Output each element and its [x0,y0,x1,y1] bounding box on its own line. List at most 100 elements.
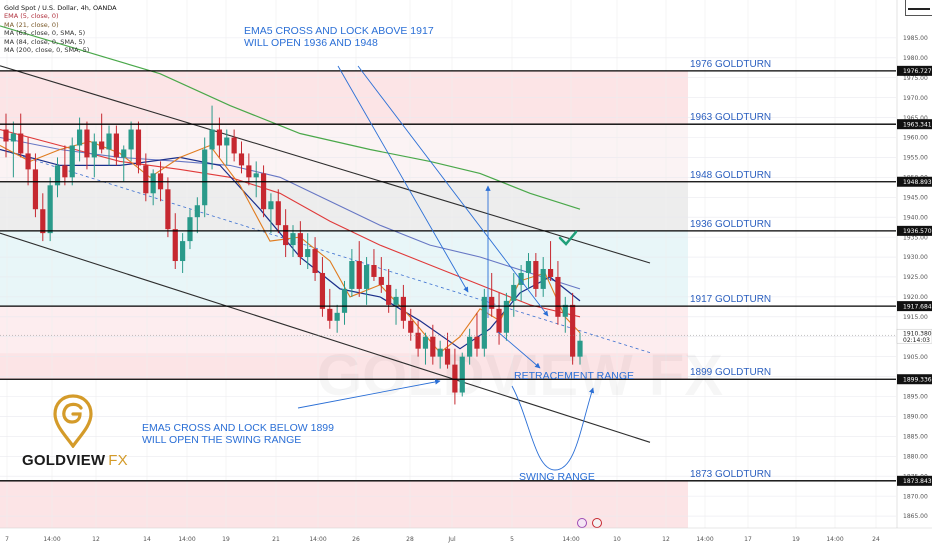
candle-body[interactable] [253,173,259,178]
candle-body[interactable] [430,336,436,357]
scale-widget[interactable] [905,0,932,16]
candle-body[interactable] [319,272,326,309]
event-icon[interactable] [577,518,587,528]
candle-body[interactable] [283,225,289,246]
candle-body[interactable] [121,149,127,158]
candle-body[interactable] [363,265,370,289]
candle-body[interactable] [62,165,68,178]
candle-body[interactable] [489,296,495,309]
candle-body[interactable] [459,356,465,393]
candle-body[interactable] [113,133,119,158]
candle-body[interactable] [209,129,215,150]
time-tick-label: 12 [662,536,670,543]
candle-body[interactable] [474,336,480,349]
candle-body[interactable] [547,268,554,277]
annotation-text-1-1: WILL OPEN THE SWING RANGE [142,434,301,446]
candle-body[interactable] [386,284,392,305]
candle-body[interactable] [246,165,252,178]
candle-body[interactable] [47,185,53,234]
candle-body[interactable] [143,165,149,194]
candle-body[interactable] [327,308,333,321]
candle-body[interactable] [297,233,303,258]
candle-body[interactable] [511,284,517,301]
candle-body[interactable] [408,320,414,333]
candle-body[interactable] [128,129,134,150]
us-flag-icon[interactable] [592,518,602,528]
candle-body[interactable] [231,137,237,154]
price-label-1: 1963.341 [903,121,932,128]
candle-body[interactable] [216,129,223,146]
candle-body[interactable] [400,296,406,321]
candle-body[interactable] [452,364,458,393]
candle-body[interactable] [84,129,90,158]
price-label-5: 1899.336 [903,377,932,384]
candle-body[interactable] [570,304,576,357]
candle-body[interactable] [356,261,362,289]
price-tick-label: 1890.00 [903,414,928,421]
candle-body[interactable] [172,229,178,262]
candle-body[interactable] [562,304,568,317]
goldturn-levels: 1976 GOLDTURN 1963 GOLDTURN 1948 GOLDTURN 1… [0,59,896,482]
candle-body[interactable] [415,332,421,349]
candle-body[interactable] [54,165,61,186]
candle-body[interactable] [467,336,473,357]
candle-body[interactable] [224,137,230,146]
candle-body[interactable] [525,261,532,273]
candle-body[interactable] [349,261,355,289]
candle-body[interactable] [437,348,443,357]
time-tick-label: 7 [5,536,9,543]
candle-body[interactable] [32,169,39,210]
brand-name: GOLDVIEW [22,452,106,469]
candle-body[interactable] [305,249,311,258]
level-label-6: 1873 GOLDTURN [690,469,771,480]
candle-body[interactable] [312,249,318,273]
candle-body[interactable] [91,141,97,158]
candle-body[interactable] [533,261,539,289]
candle-body[interactable] [378,276,384,285]
candle-body[interactable] [260,173,267,210]
level-label-2: 1948 GOLDTURN [690,170,771,181]
time-tick-label: 12 [92,536,100,543]
price-label-0: 1976.727 [903,68,932,75]
candle-body[interactable] [69,145,75,178]
candle-body[interactable] [371,265,377,277]
brand-suffix: FX [108,452,128,469]
price-tick-label: 1945.00 [903,194,928,201]
candle-body[interactable] [135,129,142,166]
candle-body[interactable] [40,209,46,234]
candle-body[interactable] [496,308,502,333]
price-label-6: 1873.843 [903,478,932,485]
candle-body[interactable] [194,205,200,218]
candle-body[interactable] [268,201,274,210]
candle-body[interactable] [503,300,510,333]
candle-body[interactable] [341,288,348,313]
candle-body[interactable] [165,189,171,230]
candle-body[interactable] [25,153,31,170]
candle-body[interactable] [555,276,561,317]
channel-upper-line [0,65,651,264]
candle-body[interactable] [444,348,451,365]
candle-body[interactable] [540,268,546,289]
annotation-text-3-0: SWING RANGE [519,471,595,483]
candle-body[interactable] [518,272,524,285]
candle-body[interactable] [18,133,24,154]
candle-body[interactable] [10,133,16,142]
candle-body[interactable] [99,141,105,150]
candle-body[interactable] [202,149,208,206]
candle-body[interactable] [238,153,245,166]
candle-body[interactable] [290,233,296,246]
candle-body[interactable] [150,173,156,194]
candle-body[interactable] [334,312,340,321]
candle-body[interactable] [422,336,429,349]
candle-body[interactable] [180,241,186,262]
candle-body[interactable] [275,201,281,226]
candle-body[interactable] [3,129,9,142]
zone-1948-1936 [0,181,688,231]
candle-body[interactable] [393,296,399,305]
candle-body[interactable] [76,129,83,146]
candle-body[interactable] [481,296,487,349]
candle-body[interactable] [577,340,583,357]
candle-body[interactable] [106,133,112,150]
candle-body[interactable] [187,217,193,242]
